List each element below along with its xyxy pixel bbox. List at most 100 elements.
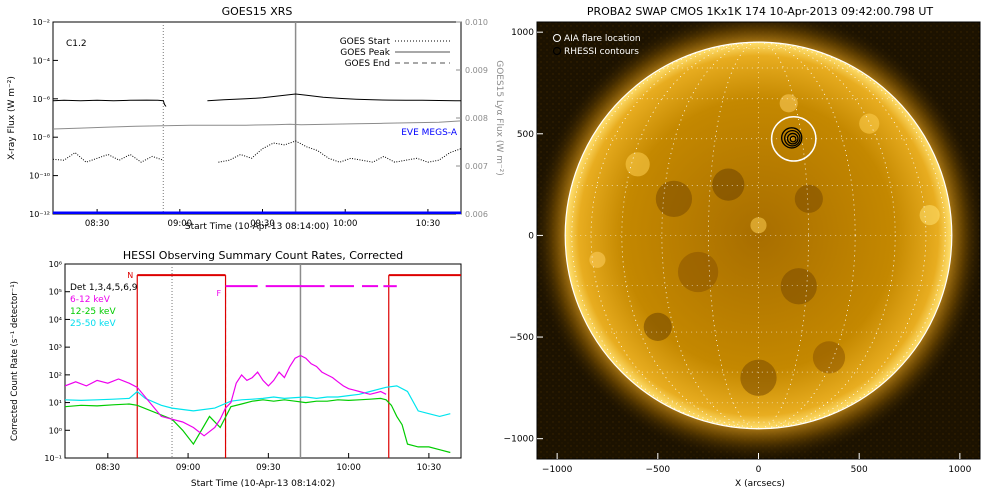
flare-markers [770, 115, 817, 162]
surface-feature [643, 312, 672, 341]
y2-tick-label: 0.007 [465, 162, 488, 171]
x-tick-label: 08:30 [85, 219, 110, 229]
x-axis: −1000 −500 0 500 1000 [542, 453, 972, 475]
surface-feature [812, 341, 846, 374]
surface-feature [625, 152, 650, 177]
legend-marker-aia [553, 34, 561, 42]
x-tick-label: −500 [645, 465, 670, 475]
heliographic-grid [565, 41, 952, 430]
x-axis-title: X (arcsecs) [735, 479, 785, 489]
y-tick-label: 0 [528, 231, 534, 241]
y-tick-label: 10⁻⁸ [32, 133, 50, 142]
series-line-short-channel [218, 140, 461, 163]
y-tick-label: 10² [49, 371, 62, 380]
surface-feature [712, 168, 745, 201]
series-line-6-12-kev [65, 354, 387, 437]
surface-feature [677, 251, 719, 293]
series-line-12-25-kev [65, 397, 451, 454]
chart-title: PROBA2 SWAP CMOS 1Kx1K 174 10-Apr-2013 0… [587, 5, 934, 18]
chart-title: GOES15 XRS [222, 5, 293, 18]
legend-marker-rhessi [552, 46, 562, 56]
series-group [65, 264, 461, 458]
y-tick-label: −1000 [504, 435, 535, 445]
rhessi-contour [789, 135, 797, 143]
solar-image [537, 22, 980, 459]
surface-feature [655, 180, 693, 217]
series-line-short-channel [53, 151, 164, 163]
series-line-long-channel [53, 99, 167, 107]
y-axis: 1000 500 0 −500 −1000 [504, 28, 543, 445]
rhessi-contour [784, 129, 801, 147]
y-tick-label: 10⁻⁴ [32, 56, 50, 65]
surface-feature [794, 184, 823, 213]
longitude-line [621, 41, 896, 430]
y-tick-label: 10⁻¹ [44, 454, 62, 463]
y-tick-label: 10⁻² [32, 18, 50, 27]
hessi-chart: HESSI Observing Summary Count Rates, Cor… [10, 249, 462, 489]
y2-tick-label: 0.009 [465, 66, 488, 75]
legend: AIA flare location RHESSI contours [552, 34, 641, 57]
series-line-long-channel [207, 93, 461, 102]
x-tick-label: 10:30 [417, 463, 442, 473]
sun-disk [537, 22, 980, 459]
y-tick-label: 10⁻¹² [29, 210, 50, 219]
surface-feature [779, 94, 798, 113]
x-tick-label: 10:00 [333, 219, 358, 229]
series-line-lyman-alpha [53, 120, 461, 130]
surface-feature [919, 205, 940, 226]
x-tick-label: 1000 [948, 465, 971, 475]
y-tick-label: 10⁴ [49, 315, 62, 324]
longitude-line [708, 41, 809, 430]
y2-tick-label: 0.006 [465, 210, 488, 219]
x-tick-label: 09:30 [250, 219, 275, 229]
y-tick-label: −500 [509, 333, 534, 343]
y-tick-label: 1000 [511, 28, 534, 38]
swap-image-panel: PROBA2 SWAP CMOS 1Kx1K 174 10-Apr-2013 0… [504, 5, 981, 489]
y2-tick-label: 0.008 [465, 114, 488, 123]
x-axis-title: Start Time (10-Apr-13 08:14:00) [185, 222, 329, 232]
flare-label: F [217, 289, 222, 298]
eve-label: EVE MEGS-A [401, 128, 458, 138]
x-tick-label: 08:30 [96, 463, 121, 473]
y-axis-title: Corrected Count Rate (s⁻¹ detector⁻¹) [10, 281, 20, 441]
longitude-line [661, 41, 856, 430]
legend-label-goes-start: GOES Start [340, 37, 391, 47]
y-axis: 10⁻² 10⁻⁴ 10⁻⁶ 10⁻⁸ 10⁻¹⁰ 10⁻¹² [29, 18, 58, 219]
aia-flare-location [770, 115, 817, 162]
x-axis: 08:30 09:00 09:30 10:00 10:30 [96, 453, 442, 473]
x-tick-label: 500 [851, 465, 868, 475]
y-tick-label: 10¹ [49, 399, 62, 408]
y2-axis-title: GOES15 Lyα Flux (W m⁻²) [494, 60, 504, 176]
rhessi-contour [781, 127, 803, 149]
chart-title: HESSI Observing Summary Count Rates, Cor… [123, 249, 403, 262]
goes-chart: GOES15 XRS 10⁻² 10⁻⁴ 10⁻⁶ 10⁻⁸ 10⁻¹⁰ 10⁻¹² 0.… [7, 5, 504, 232]
legend-label-goes-end: GOES End [345, 59, 390, 69]
y-axis-title: X-ray Flux (W m⁻²) [7, 76, 17, 160]
legend-label-rhessi: RHESSI contours [564, 47, 639, 57]
y-tick-label: 10⁰ [49, 426, 62, 435]
surface-feature [780, 268, 817, 305]
y2-tick-label: 0.010 [465, 18, 488, 27]
plot-frame [64, 263, 462, 459]
rhessi-contour [786, 132, 799, 145]
series-group [53, 22, 461, 214]
surface-feature [750, 217, 767, 234]
legend-label-aia: AIA flare location [564, 34, 641, 44]
y-tick-label: 500 [517, 130, 534, 140]
legend: GOES Start GOES Peak GOES End [340, 37, 450, 69]
flare-class-label: C1.2 [66, 39, 87, 49]
x-tick-label: −1000 [542, 465, 573, 475]
y-tick-label: 10³ [49, 343, 62, 352]
surface-feature [589, 251, 606, 268]
plot-frame [52, 21, 462, 215]
y-tick-label: 10⁶ [49, 260, 62, 269]
x-tick-label: 10:30 [416, 219, 441, 229]
x-tick-label: 0 [756, 465, 762, 475]
y-tick-label: 10⁻¹⁰ [29, 172, 50, 181]
detectors-label: Det 1,3,4,5,6,9 [70, 283, 138, 293]
longitude-line [571, 41, 946, 430]
legend-label-goes-peak: GOES Peak [340, 48, 390, 58]
legend-label-6-12: 6-12 keV [70, 295, 111, 305]
night-label: N [127, 271, 133, 280]
